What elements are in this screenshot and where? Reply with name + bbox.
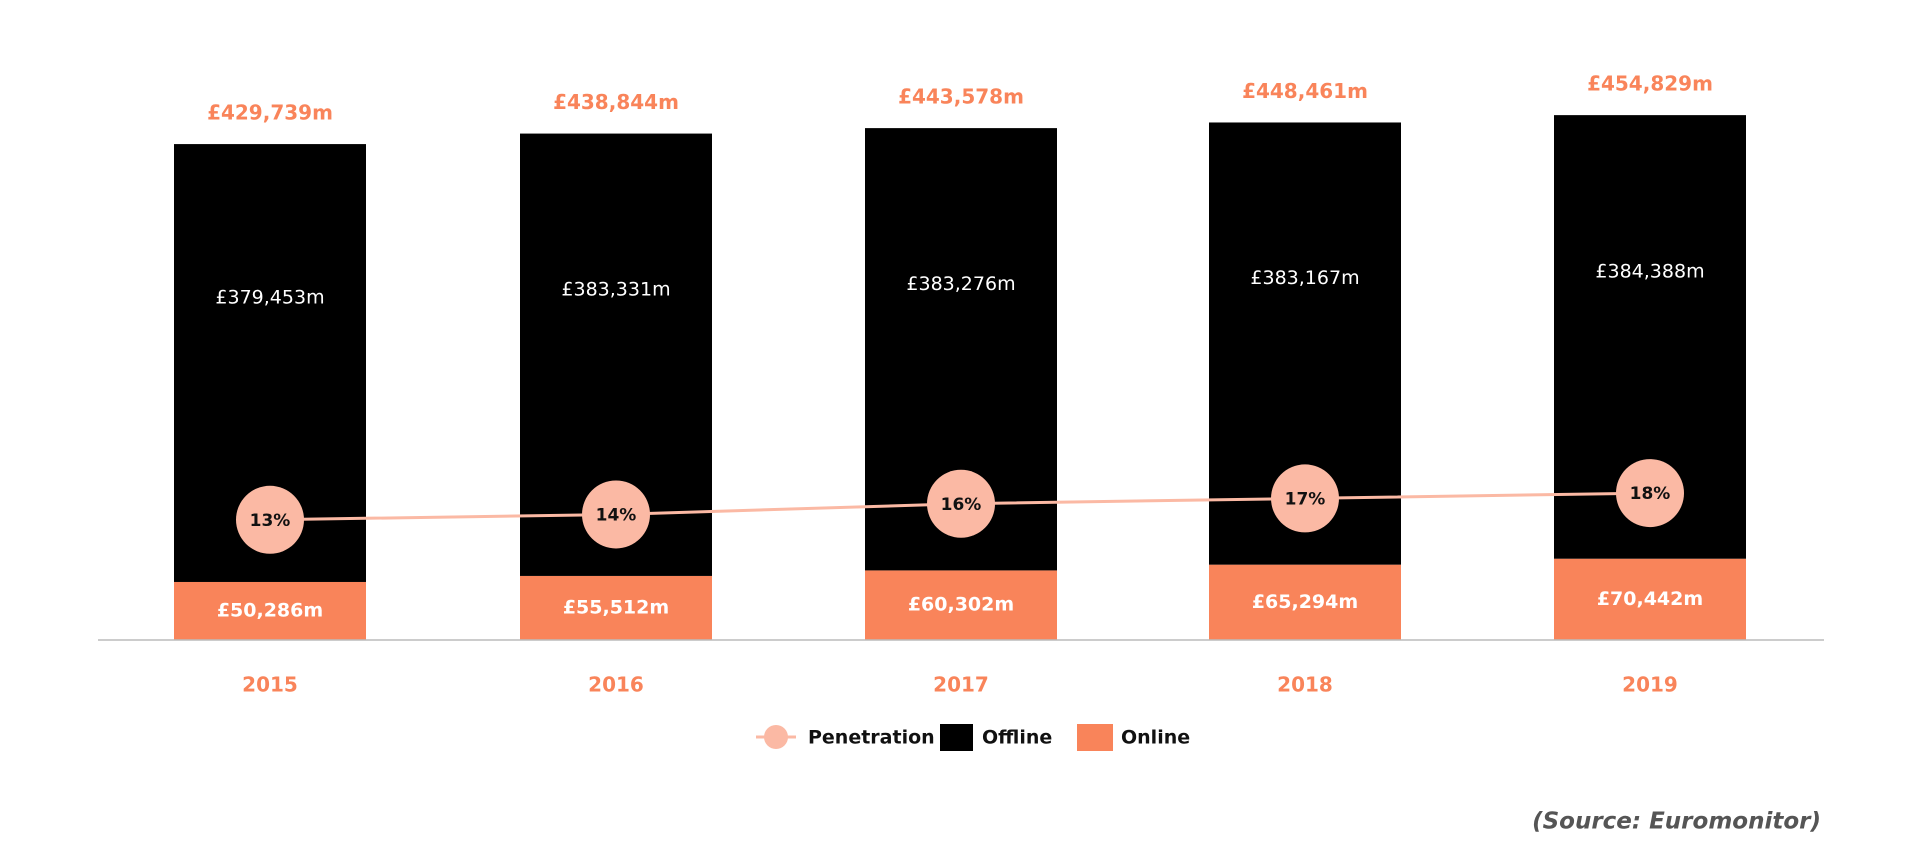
total-label: £429,739m [207,101,333,125]
penetration-label: 18% [1630,484,1671,504]
bar-segment [1554,558,1746,640]
source-note: (Source: Euromonitor) [1532,809,1821,835]
legend-marker [764,725,788,749]
x-tick-label: 2015 [242,673,298,697]
penetration-label: 13% [250,511,291,531]
legend-label: Offline [982,727,1052,749]
data-label: £383,276m [906,273,1015,295]
legend-swatch [940,724,973,751]
penetration-label: 14% [596,505,637,525]
data-label: £55,512m [563,596,669,618]
data-label: £60,302m [908,594,1014,616]
legend-label: Online [1121,727,1190,749]
penetration-marker [236,485,304,554]
bar-segment [174,581,366,640]
total-label: £438,844m [553,90,679,114]
x-tick-label: 2019 [1622,673,1678,697]
bar-segment [1209,564,1401,640]
bar-segment [520,575,712,640]
x-tick-label: 2017 [933,673,989,697]
total-label: £454,829m [1587,72,1713,96]
penetration-label: 17% [1285,489,1326,509]
total-label: £448,461m [1242,79,1368,103]
bar-segment [865,570,1057,640]
data-label: £65,294m [1252,591,1358,613]
legend-swatch [1077,724,1113,751]
penetration-marker [1271,464,1339,533]
total-label: £443,578m [898,85,1024,109]
legend-label: Penetration [808,727,935,749]
legend: Penetration Offline Online [756,724,1190,751]
x-tick-label: 2018 [1277,673,1333,697]
penetration-marker [582,480,650,549]
data-label: £379,453m [215,287,324,309]
penetration-marker [927,469,995,538]
penetration-marker [1616,459,1684,528]
x-tick-label: 2016 [588,673,644,697]
penetration-label: 16% [941,495,982,515]
data-label: £383,167m [1250,267,1359,289]
data-label: £50,286m [217,599,323,621]
data-label: £70,442m [1597,588,1703,610]
data-label: £384,388m [1595,260,1704,282]
data-label: £383,331m [561,278,670,300]
